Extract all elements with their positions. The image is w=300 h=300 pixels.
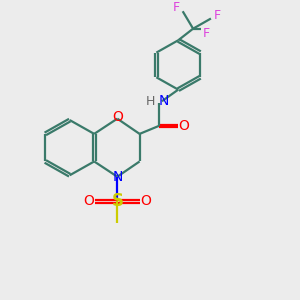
Text: O: O — [112, 110, 123, 124]
Text: N: N — [113, 170, 123, 184]
Text: F: F — [203, 26, 210, 40]
Text: O: O — [84, 194, 94, 208]
Text: F: F — [213, 9, 220, 22]
Text: O: O — [178, 119, 189, 133]
Text: H: H — [146, 95, 156, 108]
Text: S: S — [111, 192, 123, 210]
Text: F: F — [173, 1, 180, 14]
Text: N: N — [159, 94, 169, 108]
Text: O: O — [140, 194, 151, 208]
